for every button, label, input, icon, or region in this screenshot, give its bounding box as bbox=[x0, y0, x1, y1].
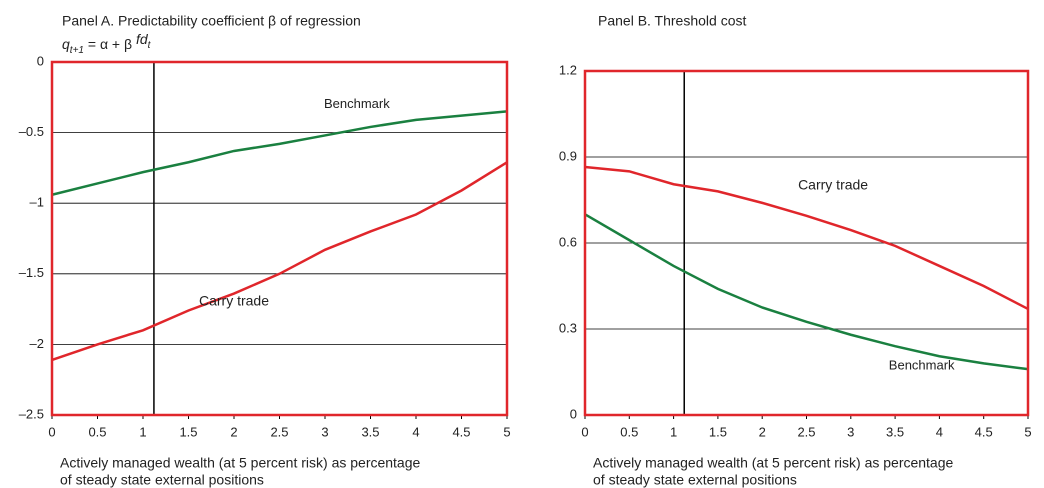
x-tick-label: 4 bbox=[412, 424, 419, 439]
x-axis-label: of steady state external positions bbox=[593, 472, 797, 488]
x-tick-label: 1.5 bbox=[709, 424, 727, 439]
y-tick-label: 0.3 bbox=[559, 320, 577, 335]
plot-frame bbox=[50, 60, 509, 417]
x-tick-label: 4 bbox=[936, 424, 943, 439]
x-tick-label: 3.5 bbox=[886, 424, 904, 439]
x-tick-label: 1 bbox=[670, 424, 677, 439]
x-tick-label: 5 bbox=[1024, 424, 1031, 439]
x-tick-label: 1.5 bbox=[179, 424, 197, 439]
x-axis-label: of steady state external positions bbox=[60, 472, 264, 488]
x-tick-label: 4.5 bbox=[975, 424, 993, 439]
formula-part: fd bbox=[136, 31, 149, 47]
x-tick-label: 4.5 bbox=[452, 424, 470, 439]
series-label: Benchmark bbox=[889, 358, 955, 373]
series-line bbox=[51, 110, 508, 196]
series-label: Carry trade bbox=[798, 176, 868, 192]
x-tick-label: 2.5 bbox=[797, 424, 815, 439]
series-line bbox=[51, 161, 508, 362]
x-tick-label: 2 bbox=[230, 424, 237, 439]
y-tick-label: –1 bbox=[30, 195, 44, 210]
series-label: Carry trade bbox=[199, 293, 269, 309]
y-tick-label: –0.5 bbox=[19, 124, 44, 139]
x-tick-label: 0.5 bbox=[620, 424, 638, 439]
x-tick-label: 3 bbox=[321, 424, 328, 439]
x-axis-label: Actively managed wealth (at 5 percent ri… bbox=[593, 455, 954, 471]
x-tick-label: 0.5 bbox=[88, 424, 106, 439]
x-tick-label: 2.5 bbox=[270, 424, 288, 439]
y-tick-label: 0.9 bbox=[559, 148, 577, 163]
plot-frame bbox=[583, 69, 1030, 417]
series-label: Benchmark bbox=[324, 96, 390, 111]
x-tick-label: 1 bbox=[139, 424, 146, 439]
formula-part: = α + β bbox=[84, 36, 136, 52]
formula-part: t+1 bbox=[70, 45, 84, 56]
x-tick-label: 3.5 bbox=[361, 424, 379, 439]
panel-title: Panel A. Predictability coefficient β of… bbox=[62, 13, 361, 29]
y-tick-label: 0 bbox=[37, 53, 44, 68]
x-tick-label: 3 bbox=[847, 424, 854, 439]
x-axis-label: Actively managed wealth (at 5 percent ri… bbox=[60, 455, 421, 471]
y-tick-label: 0 bbox=[570, 406, 577, 421]
y-tick-label: –1.5 bbox=[19, 265, 44, 280]
y-tick-label: 1.2 bbox=[559, 62, 577, 77]
x-tick-label: 5 bbox=[503, 424, 510, 439]
formula-part: t bbox=[148, 40, 152, 51]
formula: qt+1 = α + β fdt bbox=[62, 31, 152, 56]
y-tick-label: –2.5 bbox=[19, 406, 44, 421]
x-tick-label: 0 bbox=[581, 424, 588, 439]
series-line bbox=[584, 213, 1029, 371]
formula-part: q bbox=[62, 36, 70, 52]
x-tick-label: 2 bbox=[759, 424, 766, 439]
y-tick-label: 0.6 bbox=[559, 234, 577, 249]
series-line bbox=[584, 165, 1029, 311]
y-tick-label: –2 bbox=[30, 336, 44, 351]
x-tick-label: 0 bbox=[48, 424, 55, 439]
panel-title: Panel B. Threshold cost bbox=[598, 13, 746, 29]
